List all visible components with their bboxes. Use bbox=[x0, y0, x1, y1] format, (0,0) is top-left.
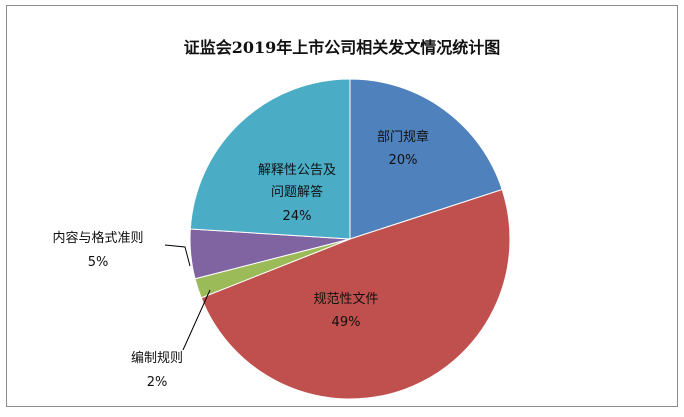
pie-slice bbox=[200, 188, 511, 400]
slice-name-label: 解释性公告及 bbox=[258, 163, 336, 178]
leader-line bbox=[182, 289, 211, 351]
leader-line bbox=[164, 244, 191, 267]
slice-name-label: 编制规则 bbox=[131, 351, 183, 366]
chart-title: 证监会2019年上市公司相关发文情况统计图 bbox=[183, 38, 501, 57]
slice-name-label: 规范性文件 bbox=[313, 292, 378, 307]
pie-slice bbox=[349, 78, 503, 240]
pie-slice bbox=[189, 78, 351, 240]
pie-chart: 部门规章 20% 规范性文件 49% 编制规则 2% 内容与格式准则 5% 解释性公告及问题解答… bbox=[52, 78, 511, 400]
slice-percent-label: 49% bbox=[332, 315, 361, 330]
slice-percent-label: 2% bbox=[147, 375, 168, 390]
chart-frame: 证监会2019年上市公司相关发文情况统计图 部门规章 20% 规范性文件 49% 编制规… bbox=[6, 5, 678, 407]
slice-name-label: 内容与格式准则 bbox=[52, 230, 143, 246]
slice-name-label: 问题解答 bbox=[271, 184, 323, 200]
slice-percent-label: 24% bbox=[283, 209, 312, 224]
slice-percent-label: 5% bbox=[88, 255, 109, 270]
slice-percent-label: 20% bbox=[389, 153, 418, 168]
slice-name-label: 部门规章 bbox=[377, 129, 429, 145]
